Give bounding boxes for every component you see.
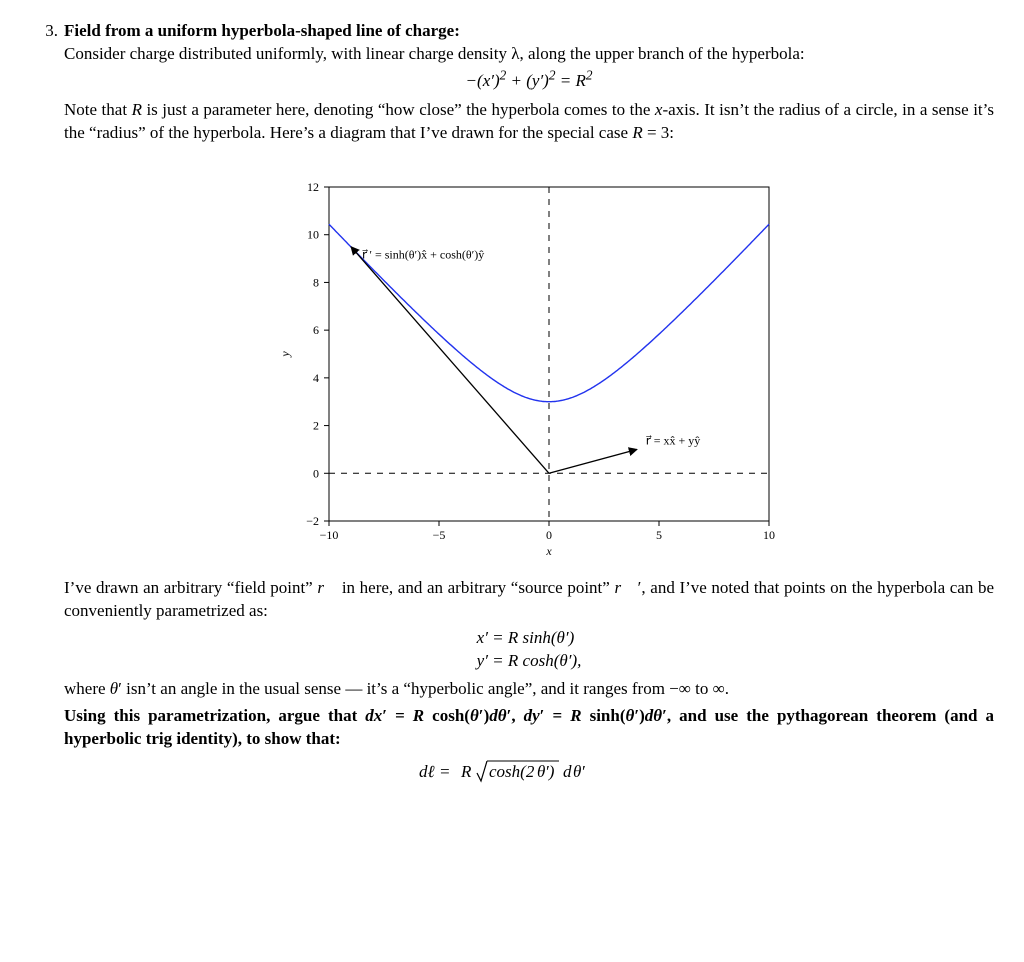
svg-text:=: =	[439, 762, 450, 781]
equation-1: −(x′)2 + (y′)2 = R2	[64, 70, 994, 93]
svg-text:′): ′)	[545, 762, 555, 781]
svg-text:d: d	[563, 762, 572, 781]
equation-2: x′ = R sinh(θ′) y′ = R cosh(θ′),	[64, 627, 994, 673]
problem-title: Field from a uniform hyperbola-shaped li…	[64, 21, 460, 40]
svg-text:6: 6	[313, 323, 319, 337]
svg-text:2: 2	[313, 418, 319, 432]
equation-2b: y′ = R cosh(θ′),	[477, 651, 582, 670]
figure-hyperbola: −10 −5 0 5 10 −2 0 2 4 6 8 10 12 x y r⃗ ′ = sinh(θ′)x̂ …	[64, 167, 994, 567]
svg-text:x: x	[545, 544, 552, 558]
paragraph-3: I’ve drawn an arbitrary “field point” r⃗…	[64, 577, 994, 623]
svg-text:y: y	[278, 350, 292, 357]
paragraph-4: where θ′ isn’t an angle in the usual sen…	[64, 678, 994, 701]
svg-text:12: 12	[307, 180, 319, 194]
svg-text:5: 5	[656, 528, 662, 542]
svg-text:8: 8	[313, 275, 319, 289]
svg-text:−2: −2	[306, 514, 319, 528]
equation-3: dℓ = Rcosh(2θ′)dθ′	[64, 755, 994, 787]
svg-text:dℓ: dℓ	[419, 762, 435, 781]
svg-text:′: ′	[581, 762, 585, 781]
svg-text:−5: −5	[433, 528, 446, 542]
hyperbola-chart: −10 −5 0 5 10 −2 0 2 4 6 8 10 12 x y r⃗ ′ = sinh(θ′)x̂ …	[269, 167, 789, 567]
svg-text:0: 0	[546, 528, 552, 542]
svg-text:r⃗ = xx̂ + yŷ: r⃗ = xx̂ + yŷ	[646, 433, 700, 447]
svg-text:−10: −10	[320, 528, 339, 542]
paragraph-5: Using this parametrization, argue that d…	[64, 705, 994, 751]
svg-text:10: 10	[763, 528, 775, 542]
svg-text:cosh(2: cosh(2	[489, 762, 535, 781]
svg-text:0: 0	[313, 466, 319, 480]
svg-text:4: 4	[313, 371, 319, 385]
svg-text:r⃗ ′ = sinh(θ′)x̂ + cosh(θ′)ŷ: r⃗ ′ = sinh(θ′)x̂ + cosh(θ′)ŷ	[362, 247, 484, 261]
problem-body: Field from a uniform hyperbola-shaped li…	[64, 20, 994, 793]
paragraph-2: Note that R is just a parameter here, de…	[64, 99, 994, 145]
svg-text:10: 10	[307, 227, 319, 241]
problem-block: 3. Field from a uniform hyperbola-shaped…	[30, 20, 994, 793]
equation-2a: x′ = R sinh(θ′)	[477, 628, 575, 647]
problem-number: 3.	[30, 20, 64, 43]
svg-text:R: R	[460, 762, 472, 781]
paragraph-1: Consider charge distributed uniformly, w…	[64, 43, 994, 66]
